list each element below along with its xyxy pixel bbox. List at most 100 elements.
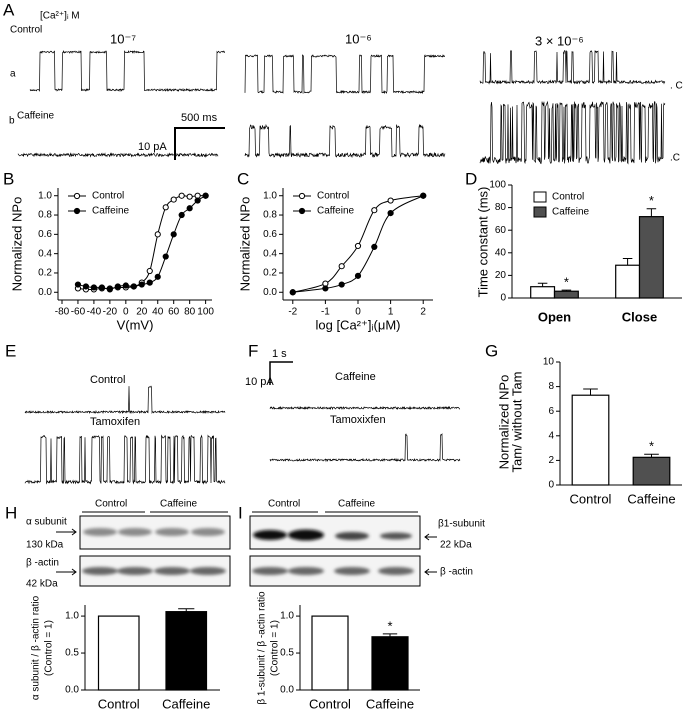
y-tick-label: 0.5 [65,648,79,659]
y-tick-label: 2 [548,455,554,466]
trace-label: Caffeine [335,371,376,383]
y-tick-label: 80 [495,202,507,213]
legend-label: Control [92,191,124,202]
scale-bar [269,361,293,385]
y-tick-label: 100 [489,180,506,191]
scale-bar [174,127,225,160]
group-label: Control [268,499,300,510]
x-tick-label: -40 [87,307,102,318]
marker [202,192,209,199]
band-name: β -actin [26,558,59,569]
group-label: Caffeine [338,499,376,510]
legend-label: Control [317,191,349,202]
row-marker: b [9,116,15,127]
y-tick-label: 20 [495,270,507,281]
y-tick-label: 0 [500,293,506,304]
arrow [56,528,77,576]
marker [74,281,82,288]
trace [244,123,446,159]
marker [138,281,145,288]
y-axis-label: β 1-subunit / β -actin ratio [257,591,268,705]
y-tick-label: 0.5 [280,648,294,659]
panel-label: D [465,169,477,188]
trace [17,152,219,158]
y-tick-label: 0.4 [38,248,52,259]
row-condition: Control [10,25,42,36]
y-axis-label: Tam/ without Tam [509,372,524,473]
y-tick-label: 1.0 [280,611,294,622]
x-tick-label: -20 [103,307,118,318]
y-tick-label: 8 [548,381,554,392]
marker [371,207,378,214]
marker [130,283,137,290]
trace [479,100,666,165]
x-tick-label: 0 [355,307,361,318]
y-tick-label: 60 [495,225,507,236]
error-bar [583,388,598,396]
legend-label: Caffeine [317,206,355,217]
marker [178,211,185,219]
y-axis-label: Normalized NPo [496,375,511,470]
group-label: Caffeine [160,499,198,510]
y-tick-label: 0.2 [263,268,277,279]
bar [553,290,579,299]
x-tick-label: Open [538,309,571,324]
bar [615,264,641,299]
arrow [424,533,437,576]
panel-label: B [3,169,14,188]
marker [146,279,153,286]
x-tick-label: Caffeine [627,491,675,506]
trace [479,49,666,85]
y-tick-label: 10 [543,357,555,368]
band-size: 22 kDa [440,540,472,551]
marker [162,253,169,260]
marker [170,231,177,238]
panel-label: F [248,341,258,360]
trace [244,54,446,95]
unit-label: [Ca²⁺]ᵢ M [40,11,80,22]
y-tick-label: 0.0 [65,685,79,696]
marker [154,273,161,280]
band-size: 42 kDa [26,579,58,590]
panel-label: E [5,341,16,360]
x-tick-label: -2 [288,307,297,318]
x-tick-label: 100 [197,307,214,318]
marker [114,283,121,290]
y-tick-label: 0.6 [38,229,52,240]
bar [632,456,671,486]
y-axis-label: (Control = 1) [270,620,281,676]
y-tick-label: 0 [548,480,554,491]
marker [170,196,177,203]
marker [90,284,98,291]
band-name: β -actin [440,567,473,578]
bands [252,567,414,575]
bands [82,567,226,575]
bar [311,615,349,691]
scale-current: 10 pA [138,141,167,153]
x-tick-label: Control [309,696,351,711]
y-tick-label: 0.2 [38,268,52,279]
trace [24,434,226,485]
x-tick-label: -80 [55,307,70,318]
x-tick-label: -60 [71,307,86,318]
marker [354,242,362,250]
x-tick-label: 0 [123,307,129,318]
bands [253,529,412,541]
marker [387,197,394,204]
x-tick-label: Control [98,696,140,711]
scale-current: 10 pA [245,376,274,388]
legend-marker [298,207,306,215]
band-size: 130 kDa [26,540,64,551]
marker [338,263,345,270]
legend-swatch [533,206,547,218]
x-tick-label: 1 [388,307,394,318]
x-tick-label: Close [622,309,657,324]
bar [371,636,409,691]
y-tick-label: 0.0 [263,287,277,298]
panel-label: I [238,503,243,522]
trace [269,433,461,463]
marker [162,204,169,211]
y-axis-label: (Control = 1) [44,620,55,676]
marker [338,281,345,288]
panel-label: H [5,503,17,522]
